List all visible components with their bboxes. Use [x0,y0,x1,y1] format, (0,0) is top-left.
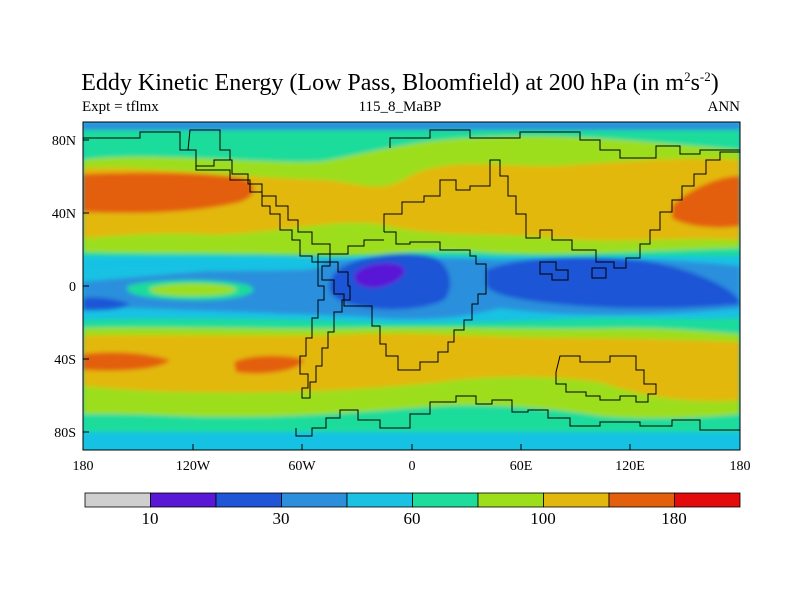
x-tick-120w: 120W [176,459,211,474]
colorbar-label-180: 180 [661,509,687,528]
colorbar-label-100: 100 [530,509,556,528]
x-tick-0: 0 [409,459,416,474]
y-tick-labels: 80N 40N 0 40S 80S [52,134,76,441]
y-tick-80s: 80S [54,426,76,441]
x-tick-60w: 60W [288,459,316,474]
europe-asia-outline [389,129,740,159]
y-tick-40n: 40N [52,207,76,222]
colorbar-swatch [215,492,282,508]
colorbar-swatch [84,492,151,508]
south-polar-cyan [83,432,740,450]
south-orange-mid [234,355,304,374]
north-pacific-orange [83,172,254,213]
x-tick-180e: 180 [730,459,751,474]
colorbar-swatch [412,492,479,508]
contour-fill [83,122,740,450]
colorbar-swatch [543,492,610,508]
colorbar-label-60: 60 [404,509,421,528]
colorbar-label-30: 30 [273,509,290,528]
colorbar-swatch [150,492,217,508]
season-label: ANN [707,99,741,115]
equator-cyan-east [83,256,323,271]
x-tick-labels: 180 120W 60W 0 60E 120E 180 [73,459,751,474]
mediterranean-outline [321,231,487,371]
case-label: 115_8_MaBP [358,99,442,115]
y-tick-40s: 40S [54,353,76,368]
north-yellow-band [83,158,740,241]
north-east-orange [672,176,740,228]
indonesia-outline [539,261,607,281]
y-tick-80n: 80N [52,134,76,149]
eurasia-south-outline [383,151,740,269]
tick-marks [82,139,741,450]
x-tick-180w: 180 [73,459,94,474]
south-orange-west [83,352,170,371]
coastlines [83,129,740,437]
colorbar-label-10: 10 [142,509,159,528]
y-tick-0: 0 [69,280,76,295]
equator-lime-patch [149,283,237,296]
indopacific-blue [486,257,740,309]
colorbar-swatch [608,492,675,508]
colorbar-swatch [477,492,544,508]
pacific-west-blue [83,297,130,310]
colorbar-swatch [674,492,741,508]
colorbar-swatch [281,492,348,508]
plot-title: Eddy Kinetic Energy (Low Pass, Bloomfiel… [81,69,719,96]
south-america-outline [299,261,351,399]
australia-outline [555,355,657,403]
antarctica-outline [295,395,740,437]
colorbar [84,492,741,508]
north-america-outline [83,131,331,263]
experiment-label: Expt = tflmx [82,99,159,115]
x-tick-120e: 120E [615,459,645,474]
africa-purple [354,263,405,288]
south-yellow-band [83,333,740,402]
colorbar-swatch [346,492,413,508]
x-tick-60e: 60E [510,459,533,474]
colorbar-labels: 10 30 60 100 180 [142,509,687,528]
north-polar-blue [83,122,740,130]
